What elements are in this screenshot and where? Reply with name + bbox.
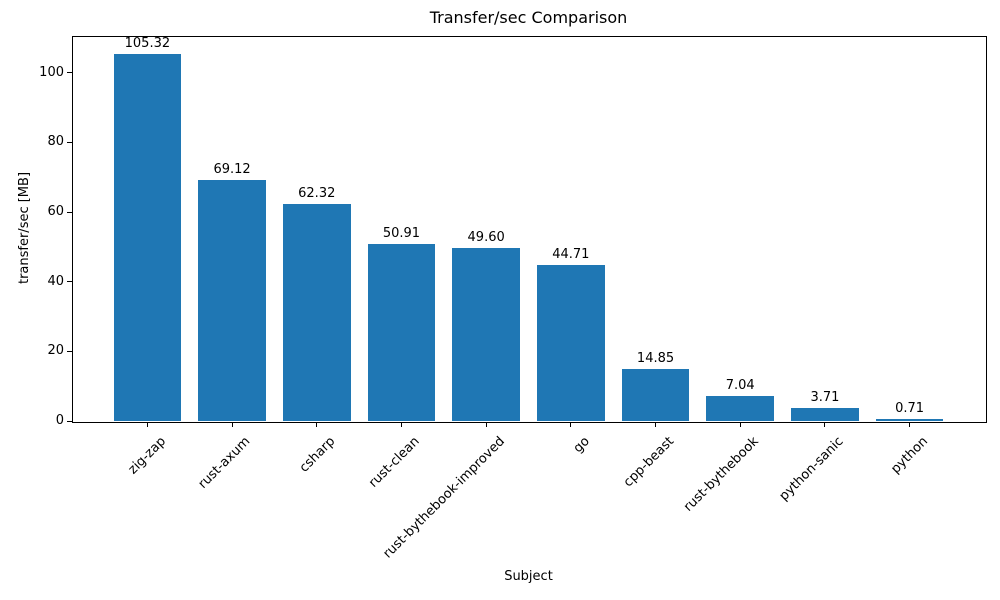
x-tick-label-text: rust-axum: [195, 434, 254, 492]
bar: [113, 54, 182, 421]
bar-value-label: 50.91: [382, 225, 421, 241]
x-tick-mark: [824, 422, 826, 427]
bar-value-label: 0.71: [895, 400, 925, 416]
bar-value-label: 49.60: [467, 230, 505, 246]
x-tick-mark: [909, 422, 911, 427]
x-tick-mark: [316, 422, 318, 427]
bar-value-label: 69.12: [213, 162, 251, 178]
x-tick-label-text: go: [570, 434, 593, 457]
bar: [621, 369, 690, 421]
bar: [536, 265, 605, 421]
bar-value-label: 7.04: [725, 378, 755, 394]
y-tick-mark: [67, 141, 72, 143]
x-tick-mark: [146, 422, 148, 427]
y-tick-label: 100: [39, 64, 64, 80]
y-tick-mark: [67, 211, 72, 213]
bar-value-label: 3.71: [810, 390, 840, 406]
x-tick-mark: [739, 422, 741, 427]
x-tick-mark: [231, 422, 233, 427]
x-axis-label: Subject: [504, 569, 553, 584]
x-tick-label-text: cpp-beast: [620, 434, 678, 491]
y-tick-mark: [67, 350, 72, 352]
bar-value-label: 14.85: [636, 351, 675, 367]
x-tick-label-text: python: [888, 434, 932, 477]
bar: [198, 180, 266, 421]
y-tick-label: 80: [47, 134, 64, 150]
y-tick-label: 20: [47, 343, 64, 359]
x-tick-label-text: csharp: [296, 434, 339, 476]
bar-value-label: 44.71: [552, 247, 590, 263]
y-tick-label: 40: [47, 273, 64, 289]
y-tick-mark: [67, 72, 72, 74]
chart-title: Transfer/sec Comparison: [429, 8, 628, 27]
x-tick-mark: [655, 422, 657, 427]
bar: [791, 408, 859, 421]
y-tick-mark: [67, 281, 72, 283]
x-tick-label-text: python-sanic: [776, 434, 847, 504]
bar-value-label: 62.32: [298, 186, 336, 202]
x-tick-mark: [485, 422, 487, 427]
bar: [282, 204, 351, 421]
bar-value-label: 105.32: [124, 36, 171, 52]
y-tick-label: 0: [55, 413, 64, 428]
x-tick-label-text: rust-clean: [366, 434, 424, 491]
bar: [706, 396, 775, 421]
y-axis-label-text: transfer/sec [MB]: [17, 171, 32, 285]
y-tick-label: 60: [47, 204, 64, 220]
bar: [875, 418, 944, 421]
x-tick-mark: [400, 422, 402, 427]
bar: [452, 248, 521, 421]
x-tick-label-text: zig-zap: [125, 434, 169, 478]
x-tick-mark: [570, 422, 572, 427]
y-tick-mark: [67, 420, 72, 422]
x-tick-label-text: rust-bythebook: [681, 434, 762, 515]
bar: [367, 243, 436, 421]
